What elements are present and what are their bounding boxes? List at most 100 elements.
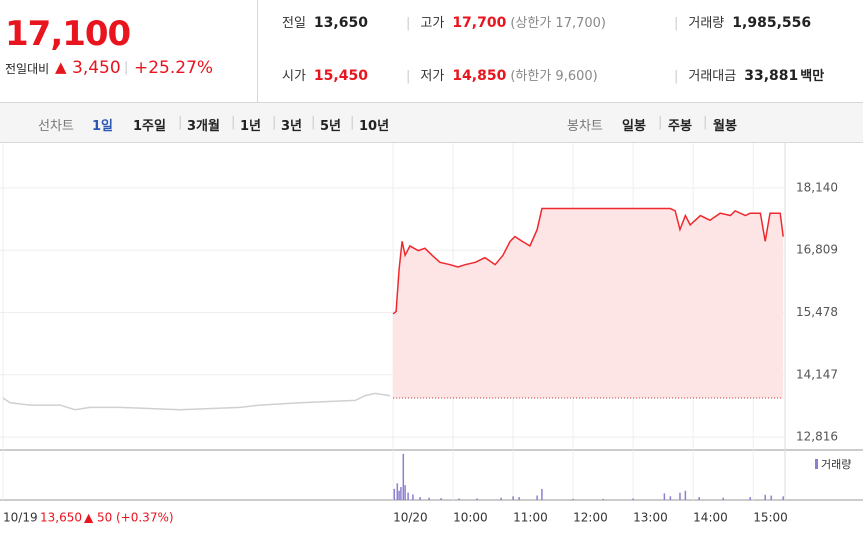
price-line — [2, 392, 391, 411]
candle-tab[interactable]: 일봉 — [622, 119, 646, 134]
volume-bar — [669, 496, 672, 500]
quote-note: (하한가 9,600) — [510, 69, 598, 84]
quote-label: 거래대금 — [688, 69, 737, 84]
x-tick-label: 10/20 — [393, 511, 428, 525]
volume-bar — [698, 497, 700, 500]
change-rate: +25.27% — [134, 58, 214, 78]
chart: 18,140 16,809 15,478 14,147 12,816 10/19 10/20… — [0, 143, 863, 525]
quote-value: 13,650 — [313, 15, 368, 31]
volume-bar — [536, 495, 538, 500]
volume-bar — [393, 488, 396, 500]
separator: | — [658, 115, 663, 130]
period-tab[interactable]: 3개월 — [187, 119, 220, 134]
volume-bar — [402, 453, 405, 500]
volume-bar — [632, 498, 634, 500]
quote-label: 거래량 — [688, 16, 725, 31]
volume-bar — [722, 497, 724, 500]
volume-bar — [458, 498, 460, 500]
volume-bar — [398, 490, 400, 500]
quote-value: 17,700 — [452, 15, 507, 31]
legend-label: 거래량 — [821, 458, 851, 471]
y-tick-label: 12,816 — [796, 430, 838, 444]
separator: | — [272, 115, 277, 130]
quote-unit: 백만 — [800, 69, 825, 84]
candle-tab[interactable]: 주봉 — [668, 119, 692, 134]
prev-summary: 50 — [97, 511, 112, 525]
y-tick-label: 16,809 — [796, 243, 838, 257]
period-tab[interactable]: 3년 — [281, 119, 303, 134]
prev-summary: (+0.37%) — [116, 511, 174, 525]
y-tick-label: 18,140 — [796, 180, 838, 194]
change-value: 3,450 — [72, 58, 121, 78]
separator: | — [674, 16, 679, 31]
volume-bar — [679, 492, 681, 500]
legend-swatch — [815, 459, 818, 469]
period-tab[interactable]: 5년 — [320, 119, 342, 134]
x-tick-label: 11:00 — [513, 511, 548, 525]
quote-label: 저가 — [420, 69, 445, 84]
volume-bar — [419, 497, 421, 500]
candle-tab[interactable]: 월봉 — [713, 119, 737, 134]
volume-bar — [764, 494, 766, 500]
separator: | — [674, 69, 679, 84]
volume-bar — [412, 494, 414, 500]
quote-cell: | 고가 17,700 (상한가 17,700) — [406, 12, 606, 31]
price-line — [392, 207, 784, 315]
separator: | — [178, 115, 183, 130]
quote-cell: 전일 13,650 — [282, 12, 368, 31]
quote-label: 시가 — [282, 69, 306, 84]
separator: | — [703, 115, 708, 130]
volume-bar — [749, 497, 751, 500]
period-tab[interactable]: 1일 — [92, 119, 114, 134]
volume-bar — [602, 498, 604, 500]
price-area — [393, 208, 784, 399]
volume-bar — [684, 490, 687, 500]
period-tab[interactable]: 1주일 — [133, 119, 166, 134]
x-tick-label: 14:00 — [693, 511, 728, 525]
prev-summary: 13,650 — [40, 511, 82, 525]
quote-cell: | 거래대금 33,881 백만 — [674, 65, 825, 84]
volume-bar — [663, 493, 666, 500]
separator: | — [231, 115, 236, 130]
current-price: 17,100 — [5, 14, 131, 54]
quote-value: 33,881 — [744, 68, 799, 84]
separator: | — [406, 69, 411, 84]
volume-bar — [400, 487, 402, 500]
summary: 17,100 전일대비 ▲ 3,450 | +25.27% 전일 13,650 | 고… — [0, 0, 863, 103]
period-tab[interactable]: 10년 — [359, 119, 390, 134]
volume-bar — [407, 492, 409, 500]
change-label: 전일대비 — [5, 62, 50, 76]
separator: | — [124, 60, 129, 75]
volume-bar — [512, 496, 514, 500]
quote-value: 14,850 — [452, 68, 507, 84]
quote-value: 15,450 — [313, 68, 368, 84]
tab-group-label: 봉차트 — [567, 119, 603, 134]
period-tab[interactable]: 1년 — [240, 119, 262, 134]
price-box: 17,100 전일대비 ▲ 3,450 | +25.27% — [0, 0, 258, 102]
x-tick-label: 10/19 — [3, 511, 38, 525]
volume-bar — [770, 495, 772, 500]
change-arrow: ▲ — [55, 58, 67, 76]
quote-cell: | 거래량 1,985,556 — [674, 12, 811, 31]
separator: | — [406, 16, 411, 31]
separator: | — [311, 115, 316, 130]
volume-bar — [396, 483, 399, 500]
x-tick-label: 13:00 — [633, 511, 668, 525]
prev-summary: ▲ — [84, 511, 94, 525]
volume-bar — [476, 498, 478, 500]
y-tick-label: 15,478 — [796, 305, 838, 319]
quote-label: 고가 — [420, 16, 445, 31]
tab-group-label: 선차트 — [38, 119, 74, 134]
volume-bar — [518, 497, 520, 500]
tab-bar: 선차트 1일 1주일 | 3개월 | 1년 | 3년 | 5년 | 10년 봉차트 일봉 | 주봉 | 월봉 — [0, 103, 863, 143]
quote-label: 전일 — [282, 16, 306, 31]
volume-bar — [782, 496, 784, 500]
x-tick-label: 12:00 — [573, 511, 608, 525]
volume-bar — [500, 497, 502, 500]
separator: | — [350, 115, 355, 130]
y-tick-label: 14,147 — [796, 367, 838, 381]
quote-cell: 시가 15,450 — [282, 65, 368, 84]
volume-bar — [428, 497, 430, 500]
quote-note: (상한가 17,700) — [510, 16, 606, 31]
